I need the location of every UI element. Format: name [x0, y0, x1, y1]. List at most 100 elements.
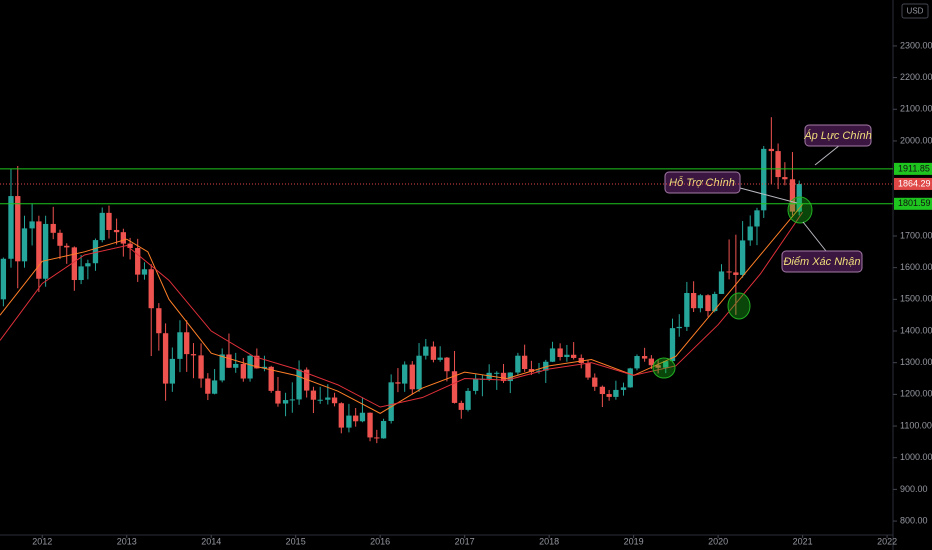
candle-body [184, 332, 190, 355]
candle-body [169, 358, 176, 384]
candle-body [705, 295, 711, 312]
candle-body [543, 361, 549, 371]
candle-body [761, 148, 767, 211]
currency: USD [907, 7, 924, 16]
x-tick-label: 2019 [624, 536, 644, 546]
candle-body [141, 269, 148, 275]
candle-body [304, 369, 310, 391]
candle-body [57, 232, 63, 246]
candle-body [528, 369, 535, 372]
highlight-circle [727, 292, 751, 320]
candle-body [15, 196, 21, 262]
candle-body [367, 412, 373, 438]
candle-body [78, 266, 84, 281]
candle-body [353, 415, 359, 422]
candle-body [444, 357, 450, 372]
candle-body [346, 415, 352, 428]
x-tick-label: 2021 [793, 536, 813, 546]
y-tick-label: 1500.00 [900, 294, 932, 304]
annotation: Áp Lực Chính [803, 129, 872, 142]
candle-body [99, 212, 105, 241]
candle-body [374, 437, 380, 439]
candle-body [162, 333, 169, 384]
candle-body [557, 348, 563, 357]
candle-body [233, 363, 239, 368]
candle-body [627, 368, 633, 388]
candle-body [359, 412, 366, 422]
candle-body [599, 386, 606, 395]
y-tick-label: 1000.00 [900, 452, 932, 462]
highlight-circle [787, 196, 813, 224]
candle-body [655, 365, 661, 368]
candle-body [120, 232, 127, 244]
candle-body [148, 269, 154, 309]
candle-body [282, 400, 289, 404]
candle-body [585, 363, 591, 378]
candle-body [423, 346, 429, 356]
candle-body [747, 226, 753, 241]
candle-body [416, 355, 422, 390]
candle-body [451, 371, 458, 403]
candle-body [676, 326, 682, 329]
level-label-bg [894, 177, 932, 190]
y-tick-label: 2200.00 [900, 72, 932, 82]
y-tick-label: 800.00 [900, 515, 928, 525]
candle-body [296, 369, 302, 400]
moving-average [0, 203, 803, 414]
callout-box [804, 124, 872, 147]
candle-body [205, 378, 211, 394]
candle-body [50, 223, 56, 233]
x-tick-label: 2012 [32, 536, 52, 546]
candle-body [240, 363, 246, 379]
y-tick-label: 1100.00 [900, 420, 932, 430]
x-tick-label: 2015 [286, 536, 306, 546]
candle-body [42, 223, 49, 279]
candle-body [458, 402, 464, 410]
candle-body [613, 389, 619, 397]
candle-body [254, 355, 260, 369]
candle-body [606, 394, 612, 397]
x-tick-label: 2020 [708, 536, 728, 546]
candle-body [515, 355, 521, 373]
candle-body [317, 399, 323, 401]
candle-body [648, 358, 655, 366]
level-label-bg [894, 197, 932, 210]
candle-body [578, 357, 584, 364]
x-tick-label: 2016 [370, 536, 390, 546]
candle-body [521, 355, 528, 370]
y-tick-label: 1300.00 [900, 357, 932, 367]
callout-pointer [802, 221, 827, 252]
candle-body [380, 420, 387, 439]
candle-body [85, 263, 91, 267]
candle-body [437, 357, 443, 360]
candle-body [768, 148, 775, 152]
candle-body [564, 354, 570, 357]
level-label-bg [894, 162, 932, 175]
candle-body [641, 356, 648, 359]
candle-body [782, 177, 788, 180]
callout-pointer [814, 144, 841, 166]
candle-body [739, 240, 746, 275]
moving-average [0, 211, 804, 408]
candle-body [268, 366, 274, 391]
candle-body [726, 271, 732, 273]
candle-body [113, 229, 120, 233]
level-label: 1911.85 [898, 163, 930, 173]
annotation: Hỗ Trợ Chính [669, 176, 735, 189]
y-tick-label: 1700.00 [900, 230, 932, 240]
candle-body [549, 348, 556, 362]
candle-body [190, 354, 197, 356]
y-tick-label: 900.00 [900, 484, 928, 494]
y-tick-label: 2100.00 [900, 104, 932, 114]
candle-body [106, 212, 112, 230]
level-label: 1801.59 [898, 198, 931, 208]
candle-body [219, 354, 225, 381]
candle-body [71, 247, 78, 281]
y-tick-label: 1200.00 [900, 389, 932, 399]
candle-body [36, 221, 42, 279]
candle-body [634, 356, 640, 369]
candle-body [690, 292, 697, 309]
x-tick-label: 2017 [455, 536, 475, 546]
candle-body [620, 387, 627, 390]
